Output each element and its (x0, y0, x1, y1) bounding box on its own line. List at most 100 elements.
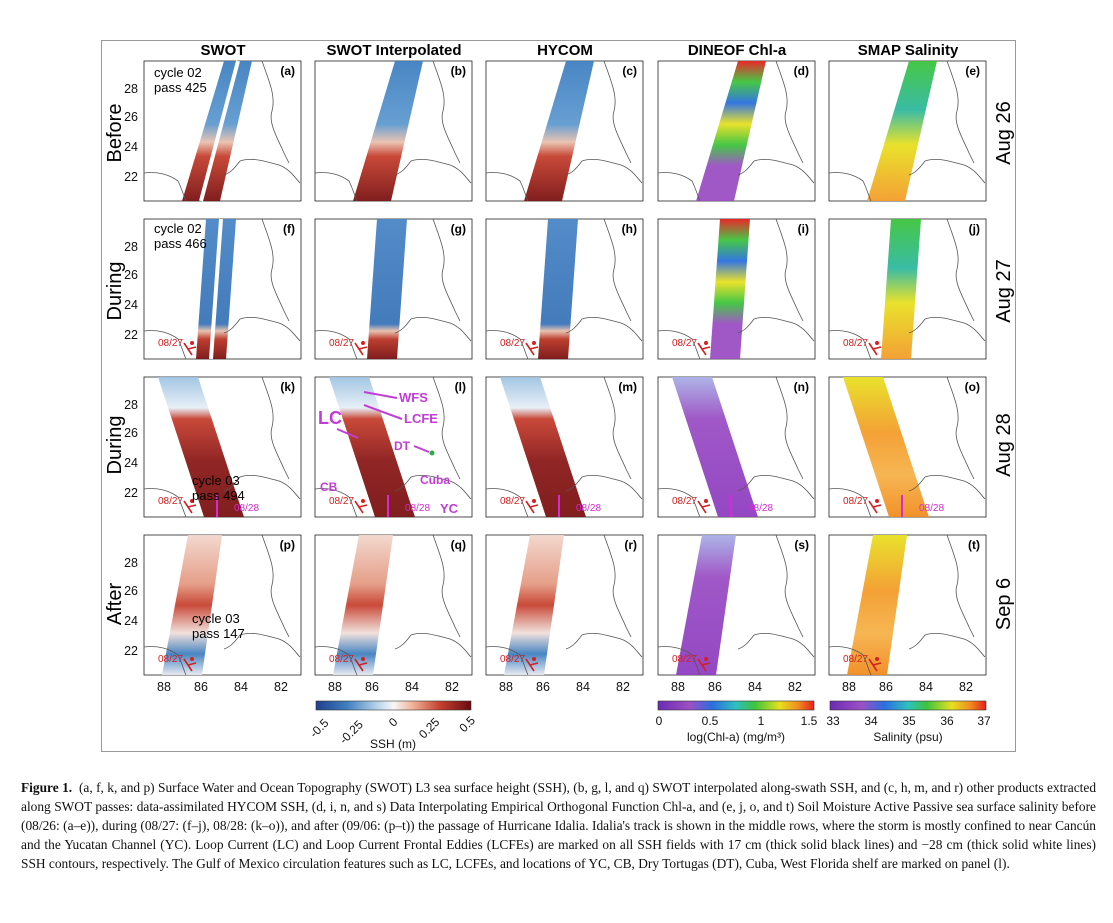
panel-letter: (i) (798, 222, 809, 236)
coastline-cuba (908, 632, 986, 658)
ssh-colorbar-tick: 0 (386, 715, 401, 730)
track-date-label: 08/27 (500, 654, 525, 665)
coastline-yucatan (657, 330, 701, 360)
storm-track (697, 342, 711, 356)
ssh-colorbar-tick: 0.25 (416, 715, 443, 742)
dry-tortugas-marker (429, 450, 435, 456)
chl-colorbar-tick: 0.5 (702, 714, 719, 728)
coastline-florida (261, 376, 290, 480)
annotation-wfs: WFS (399, 390, 428, 405)
pass-note-pass: pass 147 (192, 626, 245, 641)
map-panel: (b) (314, 60, 473, 202)
column-title: HYCOM (537, 42, 593, 59)
pass-note-cycle: cycle 02 (154, 65, 202, 80)
map-panel: (f) 28 26 24 22 08/27 (124, 218, 302, 360)
panel-letter: (b) (451, 64, 466, 78)
track-date-label: 08/27 (158, 338, 183, 349)
panel-letter: (f) (283, 222, 295, 236)
y-tick-label: 22 (124, 486, 138, 500)
storm-track-marker (190, 341, 194, 345)
swath-field (843, 377, 929, 517)
column-title: SMAP Salinity (858, 42, 959, 59)
coastline-cuba (565, 158, 643, 184)
figure-caption: Figure 1. (a, f, k, and p) Surface Water… (21, 778, 1096, 873)
coastline-florida (946, 534, 975, 638)
coastline-yucatan (485, 488, 529, 518)
swath-field (504, 535, 564, 675)
y-tick-label: 26 (124, 268, 138, 282)
swath-field (162, 535, 222, 675)
coastline-florida (946, 376, 975, 480)
storm-track-marker (875, 499, 879, 503)
coastline-yucatan (143, 330, 187, 360)
track-date-label: 08/27 (500, 496, 525, 507)
swath-field (676, 535, 736, 675)
pass-note-pass: pass 425 (154, 80, 207, 95)
swath-field (367, 219, 407, 359)
row-date-label: Sep 6 (993, 578, 1015, 630)
map-panel: (r) 88 86 84 82 08/27 (485, 534, 644, 694)
coastline-florida (775, 60, 804, 164)
x-tick-label: 84 (405, 680, 419, 694)
coastline-yucatan (485, 172, 529, 202)
swath-field (672, 377, 758, 517)
panel-l-annotations: WFS LCFE LC DT CB Cuba YC (318, 390, 459, 516)
ssh-colorbar-ramp (315, 700, 472, 711)
storm-track-marker (190, 657, 194, 661)
track-date-label: 08/27 (672, 496, 697, 507)
ssh-colorbar-tick: -0.5 (307, 716, 332, 741)
row-date-label: Aug 27 (993, 259, 1015, 322)
swath-field (329, 377, 415, 517)
annotation-yc: YC (440, 501, 459, 516)
coastline-florida (432, 376, 461, 480)
track-date-label: 08/28 (405, 503, 430, 514)
storm-track (354, 500, 368, 514)
column-title: DINEOF Chl-a (688, 42, 787, 59)
coastline-florida (261, 60, 290, 164)
storm-track-marker (361, 499, 365, 503)
track-date-label: 08/27 (843, 338, 868, 349)
track-date-label: 08/27 (672, 654, 697, 665)
storm-track-marker (532, 499, 536, 503)
row-date-label: Aug 26 (993, 101, 1015, 164)
chl-colorbar-tick: 1.5 (801, 714, 818, 728)
salinity-colorbar: 33 34 35 36 37 Salinity (psu) (826, 700, 991, 744)
track-date-label: 08/27 (158, 496, 183, 507)
panel-letter: (h) (622, 222, 637, 236)
coastline-cuba (737, 474, 815, 500)
panel-letter: (n) (794, 380, 809, 394)
pass-note-cycle: cycle 02 (154, 221, 202, 236)
storm-track-marker (532, 657, 536, 661)
coastline-cuba (737, 632, 815, 658)
map-panel: (a) 28 26 24 22 (124, 60, 302, 202)
row-state-label: During (104, 416, 126, 475)
coastline-cuba (737, 316, 815, 342)
x-tick-label: 82 (445, 680, 459, 694)
coastline-yucatan (657, 172, 701, 202)
coastline-yucatan (828, 488, 872, 518)
map-panel: (p) 28 26 24 22 88 86 84 82 08/27 (124, 534, 302, 694)
map-panel: (o) 08/27 08/28 (828, 376, 987, 518)
annotation-dt: DT (394, 439, 411, 453)
storm-track (868, 500, 882, 514)
storm-track (525, 500, 539, 514)
figure-frame: SWOT SWOT Interpolated HYCOM DINEOF Chl-… (101, 40, 1016, 752)
panel-letter: (d) (794, 64, 809, 78)
x-tick-label: 86 (536, 680, 550, 694)
x-tick-label: 88 (842, 680, 856, 694)
pass-note-pass: pass 466 (154, 236, 207, 251)
coastline-florida (603, 534, 632, 638)
x-tick-label: 82 (959, 680, 973, 694)
swath-field (696, 61, 766, 201)
storm-track (354, 658, 368, 672)
storm-track-marker (704, 341, 708, 345)
chl-colorbar: 0 0.5 1 1.5 log(Chl-a) (mg/m³) (656, 700, 818, 744)
x-tick-label: 82 (788, 680, 802, 694)
storm-track (868, 658, 882, 672)
annotation-lc: LC (318, 408, 342, 428)
x-tick-label: 82 (616, 680, 630, 694)
coastline-cuba (394, 474, 472, 500)
y-tick-label: 22 (124, 170, 138, 184)
y-tick-label: 28 (124, 556, 138, 570)
